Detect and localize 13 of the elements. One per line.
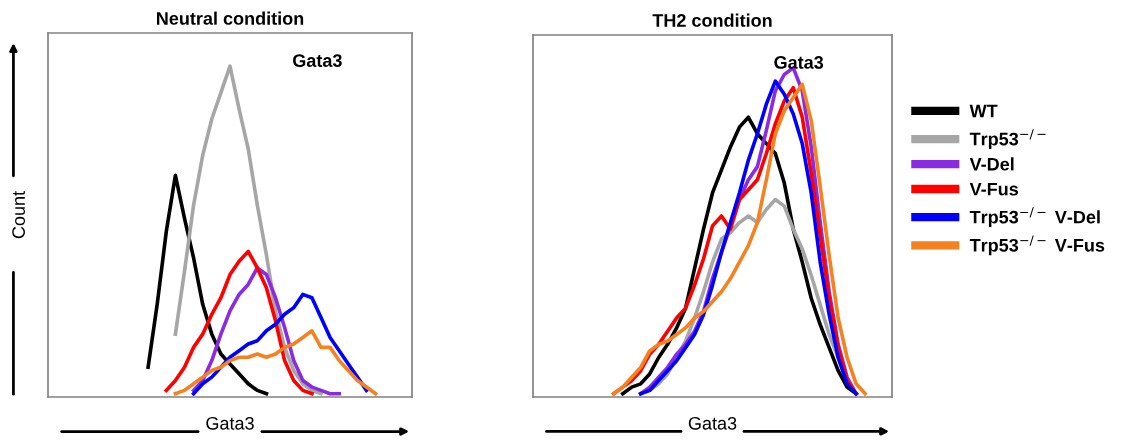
legend-label: Trp53$^{−/−}$ V-Del: [969, 207, 1100, 228]
legend-label: Trp53$^{−/−}$: [969, 129, 1046, 150]
chart-title: Neutral condition: [156, 11, 304, 25]
legend-label: V-Fus: [969, 182, 1019, 196]
legend-label: Trp53$^{−/−}$ V-Fus: [969, 235, 1105, 256]
x-axis-title: Gata3: [206, 416, 254, 430]
annotation: Gata3: [293, 54, 342, 67]
y-axis-title: Count: [12, 191, 25, 239]
legend-label: WT: [969, 104, 998, 118]
chart-title: TH2 condition: [652, 13, 772, 27]
x-axis-title: Gata3: [688, 416, 737, 430]
legend-label: V-Del: [969, 157, 1014, 171]
annotation: Gata3: [774, 56, 824, 69]
